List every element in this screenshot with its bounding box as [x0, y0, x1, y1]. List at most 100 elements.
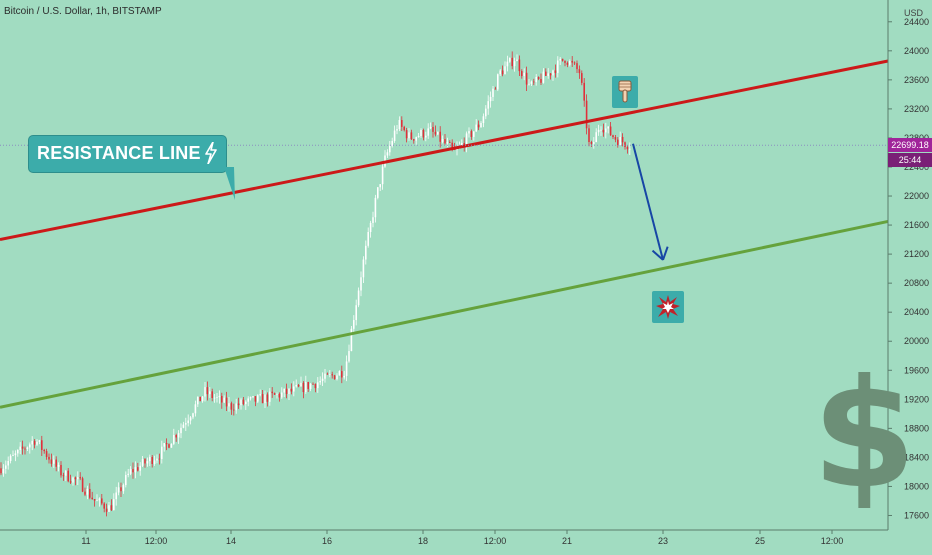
y-tick-label: 21600 [904, 220, 929, 230]
candle-body [221, 395, 223, 403]
candle-body [338, 371, 341, 376]
candle-body [201, 396, 204, 402]
bar-countdown-tag: 25:44 [888, 153, 932, 168]
y-tick-label: 20400 [904, 307, 929, 317]
candle-body [127, 473, 129, 476]
candle-body [182, 424, 185, 428]
candle-body [617, 139, 619, 145]
candle-body [372, 217, 374, 223]
candle-body [324, 373, 326, 379]
candle-body [57, 464, 60, 467]
candle-body [295, 385, 297, 387]
candle-body [149, 456, 151, 462]
candle-body [585, 100, 588, 129]
candle-body [223, 397, 225, 403]
candle-body [177, 433, 180, 438]
dollar-sign-icon: $ [812, 348, 917, 522]
candle-body [7, 460, 9, 466]
candle-body [343, 375, 345, 378]
candle-body [180, 427, 182, 434]
candle-body [365, 245, 367, 260]
candle-body [441, 139, 444, 142]
resistance-label: RESISTANCE LINE [37, 143, 201, 163]
candle-body [417, 135, 420, 138]
candle-body [252, 396, 254, 398]
candle-body [276, 393, 278, 395]
projection-arrow [632, 143, 664, 261]
candle-body [504, 66, 506, 75]
candle-body [72, 477, 74, 483]
candle-body [593, 142, 595, 144]
candle-body [573, 62, 576, 64]
candle-body [187, 420, 189, 424]
candle-body [213, 397, 216, 399]
candle-body [345, 361, 348, 376]
candle-body [218, 395, 221, 398]
candle-body [129, 468, 132, 474]
candle-body [626, 147, 629, 150]
candle-body [209, 391, 211, 395]
candle-body [326, 373, 329, 375]
candle-body [367, 232, 369, 246]
candle-body [321, 378, 324, 381]
candle-body [569, 60, 571, 65]
candle-body [197, 396, 199, 405]
pointing-down-hand-icon [612, 76, 638, 108]
candle-body [245, 401, 247, 405]
candle-body [273, 393, 276, 395]
candle-body [144, 459, 146, 464]
candle-body [470, 131, 473, 137]
candle-body [257, 395, 259, 402]
candle-body [389, 145, 391, 153]
candle-body [137, 467, 139, 471]
candle-body [300, 382, 302, 387]
candle-body [225, 397, 228, 407]
candle-body [189, 417, 192, 421]
candle-body [393, 130, 396, 141]
arrow-head [651, 249, 664, 261]
resistance-callout[interactable]: RESISTANCE LINE [29, 136, 226, 172]
candle-body [31, 440, 33, 445]
candle-body [5, 465, 7, 469]
candle-body [101, 498, 103, 504]
candle-body [81, 478, 84, 492]
candle-body [391, 140, 393, 146]
candle-body [552, 70, 554, 76]
candle-body [597, 129, 600, 133]
candle-body [309, 383, 312, 389]
candle-body [561, 58, 564, 61]
candle-body [576, 63, 578, 70]
candle-body [302, 382, 305, 393]
candle-body [278, 393, 281, 398]
candle-body [153, 460, 156, 464]
candle-body [609, 126, 612, 136]
candle-body [211, 391, 213, 399]
candle-body [554, 70, 557, 73]
candle-body [259, 394, 261, 396]
candle-body [38, 440, 41, 442]
candle-body [170, 443, 173, 448]
x-axis: 11 12:00 14 16 18 12:00 21 23 25 12:00 [81, 530, 843, 546]
chart-header-title: Bitcoin / U.S. Dollar, 1h, BITSTAMP [4, 6, 162, 17]
candle-body [134, 467, 137, 473]
candle-body [475, 124, 477, 132]
candle-body [122, 485, 125, 492]
candle-body [523, 72, 525, 77]
candle-body [89, 488, 91, 498]
candle-body [485, 108, 487, 117]
candle-body [98, 498, 101, 501]
candle-body [607, 126, 609, 129]
candle-body [480, 123, 482, 128]
candle-body [581, 73, 583, 83]
candle-body [511, 57, 513, 67]
candle-body [516, 59, 518, 62]
candle-body [235, 403, 237, 411]
candle-body [254, 396, 257, 402]
candle-body [547, 73, 549, 76]
candle-body [62, 475, 65, 477]
candle-body [120, 487, 122, 492]
candle-body [113, 499, 115, 511]
candle-body [264, 394, 266, 404]
